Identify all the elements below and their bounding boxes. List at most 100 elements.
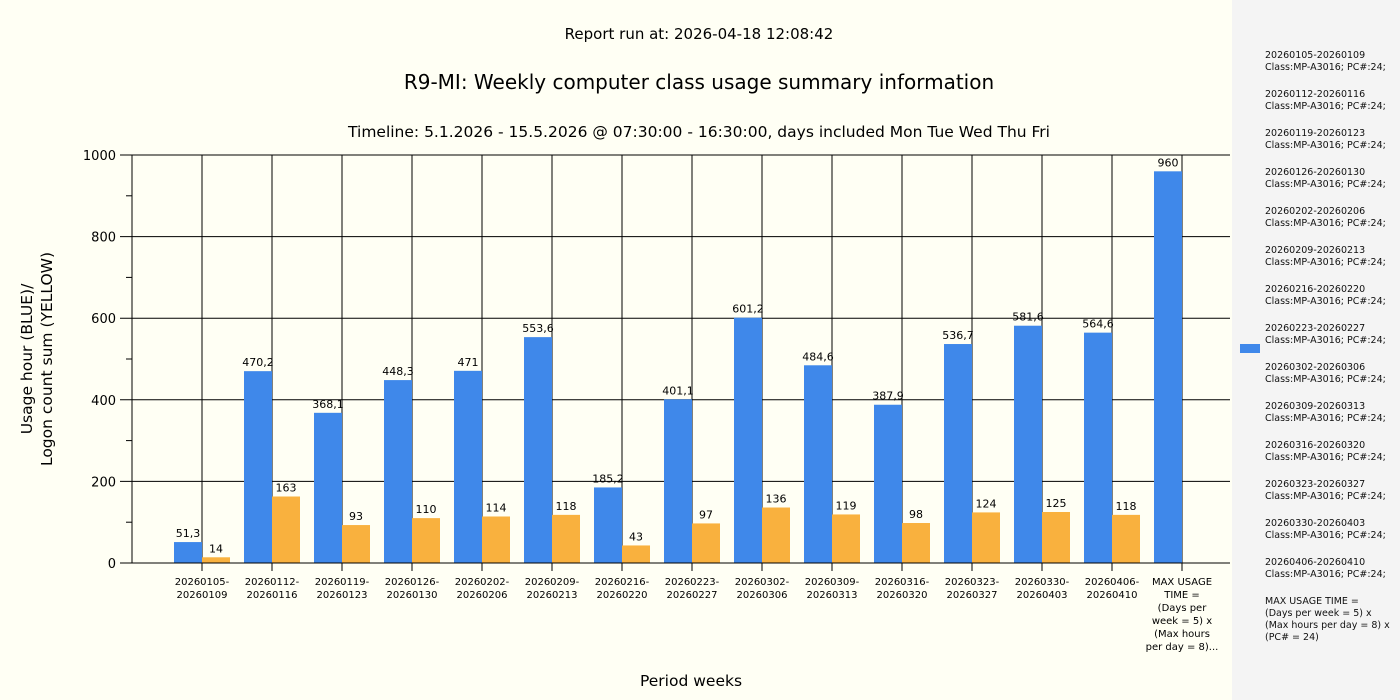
- legend-item-period: 20260323-20260327: [1265, 479, 1366, 490]
- usage-hour-data-label: 387,9: [872, 390, 904, 403]
- logon-count-bar: [1112, 514, 1140, 563]
- logon-count-data-label: 124: [976, 497, 997, 510]
- legend-item-detail: Class:MP-A3016; PC#:24;: [1265, 374, 1386, 385]
- x-tick-label: week = 5) x: [1152, 616, 1212, 627]
- legend-item-period: 20260309-20260313: [1265, 401, 1366, 412]
- legend-item-detail: Class:MP-A3016; PC#:24;: [1265, 413, 1386, 424]
- legend-item-detail: Class:MP-A3016; PC#:24;: [1265, 179, 1386, 190]
- legend-item-detail: Class:MP-A3016; PC#:24;: [1265, 257, 1386, 268]
- usage-hour-bar: [454, 370, 482, 563]
- logon-count-data-label: 14: [209, 542, 223, 555]
- usage-hour-bar: [804, 365, 832, 563]
- usage-hour-data-label: 536,7: [942, 329, 974, 342]
- legend-item: 20260105-20260109 Class:MP-A3016; PC#:24;: [1265, 50, 1397, 74]
- legend-item-period: 20260216-20260220: [1265, 284, 1366, 295]
- legend-item-period: 20260302-20260306: [1265, 362, 1366, 373]
- usage-hour-data-label: 185,2: [592, 472, 624, 485]
- legend-item: 20260302-20260306 Class:MP-A3016; PC#:24;: [1265, 362, 1397, 386]
- x-tick-label: 20260410: [1087, 590, 1138, 601]
- x-tick-label: 20260202-: [455, 577, 510, 588]
- legend-item: 20260202-20260206 Class:MP-A3016; PC#:24;: [1265, 206, 1397, 230]
- usage-hour-data-label: 960: [1158, 156, 1179, 169]
- x-axis-label: Period weeks: [640, 672, 742, 690]
- legend-item-period: 20260330-20260403: [1265, 518, 1366, 529]
- x-tick-label: 20260327: [947, 590, 998, 601]
- legend-item-period: 20260316-20260320: [1265, 440, 1366, 451]
- legend-item: 20260309-20260313 Class:MP-A3016; PC#:24;: [1265, 401, 1397, 425]
- logon-count-bar: [902, 523, 930, 563]
- logon-count-bar: [272, 496, 300, 563]
- usage-hour-bar: [174, 542, 202, 563]
- legend-item: 20260316-20260320 Class:MP-A3016; PC#:24;: [1265, 440, 1397, 464]
- x-tick-label: 20260313: [807, 590, 858, 601]
- y-tick-label: 800: [91, 231, 116, 246]
- y-tick-label: 0: [108, 557, 116, 572]
- legend-item: 20260216-20260220 Class:MP-A3016; PC#:24;: [1265, 284, 1397, 308]
- legend-item-detail: Class:MP-A3016; PC#:24;: [1265, 569, 1386, 580]
- x-tick-label: TIME =: [1163, 590, 1200, 601]
- x-tick-label: 20260223-: [665, 577, 720, 588]
- legend-item-period: 20260209-20260213: [1265, 245, 1366, 256]
- x-tick-label: 20260213: [527, 590, 578, 601]
- x-tick-label: 20260116: [247, 590, 298, 601]
- legend-item: 20260223-20260227 Class:MP-A3016; PC#:24;: [1265, 323, 1397, 347]
- usage-hour-bar: [944, 344, 972, 563]
- usage-hour-bar: [314, 412, 342, 563]
- logon-count-bar: [202, 557, 230, 563]
- logon-count-data-label: 110: [416, 503, 437, 516]
- report-run-text: Report run at: 2026-04-18 12:08:42: [565, 25, 834, 43]
- legend-item-detail: Class:MP-A3016; PC#:24;: [1265, 62, 1386, 73]
- x-tick-label: 20260119-: [315, 577, 370, 588]
- x-tick-label: 20260130: [387, 590, 438, 601]
- usage-hour-bar: [384, 380, 412, 563]
- logon-count-bar: [552, 514, 580, 563]
- legend-item-detail: Class:MP-A3016; PC#:24;: [1265, 296, 1386, 307]
- legend-item-detail: Class:MP-A3016; PC#:24;: [1265, 218, 1386, 229]
- logon-count-bar: [832, 514, 860, 563]
- x-tick-label: 20260206: [457, 590, 508, 601]
- usage-hour-bar: [1084, 332, 1112, 563]
- logon-count-bar: [342, 525, 370, 563]
- x-tick-label: 20260302-: [735, 577, 790, 588]
- legend-item: 20260406-20260410 Class:MP-A3016; PC#:24;: [1265, 557, 1397, 581]
- x-tick-label: 20260105-: [175, 577, 230, 588]
- logon-count-bar: [972, 512, 1000, 563]
- x-tick-label: 20260320: [877, 590, 928, 601]
- bar-chart: Report run at: 2026-04-18 12:08:42 R9-MI:…: [18, 25, 1230, 690]
- legend-item-period: 20260126-20260130: [1265, 167, 1366, 178]
- x-tick-label: per day = 8)...: [1146, 642, 1219, 653]
- usage-hour-bar: [734, 317, 762, 563]
- legend-item-period: 20260406-20260410: [1265, 557, 1366, 568]
- logon-count-data-label: 119: [836, 499, 857, 512]
- legend-item-detail: Class:MP-A3016; PC#:24;: [1265, 101, 1386, 112]
- legend: 20260105-20260109 Class:MP-A3016; PC#:24;…: [1232, 0, 1400, 700]
- legend-item-detail: (Days per week = 5) x (Max hours per day…: [1265, 608, 1390, 643]
- logon-count-data-label: 93: [349, 510, 363, 523]
- legend-item: 20260330-20260403 Class:MP-A3016; PC#:24;: [1265, 518, 1397, 542]
- logon-count-data-label: 136: [766, 493, 787, 506]
- legend-item-detail: Class:MP-A3016; PC#:24;: [1265, 491, 1386, 502]
- logon-count-data-label: 114: [486, 501, 507, 514]
- legend-item: 20260209-20260213 Class:MP-A3016; PC#:24;: [1265, 245, 1397, 269]
- x-tick-label: 20260220: [597, 590, 648, 601]
- x-tick-label: 20260209-: [525, 577, 580, 588]
- legend-item-detail: Class:MP-A3016; PC#:24;: [1265, 452, 1386, 463]
- usage-hour-data-label: 448,3: [382, 365, 414, 378]
- logon-count-data-label: 98: [909, 508, 923, 521]
- x-tick-label: 20260309-: [805, 577, 860, 588]
- x-tick-label: (Days per: [1158, 603, 1208, 614]
- chart-subtitle: Timeline: 5.1.2026 - 15.5.2026 @ 07:30:0…: [347, 123, 1050, 141]
- legend-item-period: 20260202-20260206: [1265, 206, 1366, 217]
- logon-count-bar: [622, 545, 650, 563]
- legend-item-detail: Class:MP-A3016; PC#:24;: [1265, 530, 1386, 541]
- x-tick-label: 20260112-: [245, 577, 300, 588]
- legend-item: 20260119-20260123 Class:MP-A3016; PC#:24;: [1265, 128, 1397, 152]
- usage-hour-data-label: 401,1: [662, 384, 694, 397]
- x-tick-label: 20260406-: [1085, 577, 1140, 588]
- legend-item-period: 20260223-20260227: [1265, 323, 1366, 334]
- usage-hour-data-label: 581,6: [1012, 311, 1044, 324]
- x-tick-label: 20260330-: [1015, 577, 1070, 588]
- x-tick-label: 20260227: [667, 590, 718, 601]
- usage-hour-data-label: 51,3: [176, 527, 201, 540]
- logon-count-data-label: 163: [276, 481, 297, 494]
